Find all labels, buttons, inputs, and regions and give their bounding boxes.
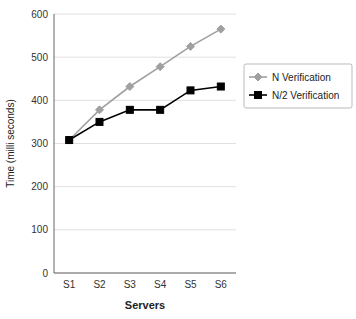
y-tick-label: 200	[31, 181, 48, 192]
grid-line	[54, 143, 236, 144]
point	[217, 83, 224, 90]
y-axis	[54, 14, 55, 273]
legend-box	[244, 64, 352, 108]
y-axis-label: Time (milli seconds)	[5, 99, 16, 188]
legend-label: N Verification	[272, 72, 331, 83]
legend-marker	[255, 92, 262, 99]
y-tick-label: 100	[31, 224, 48, 235]
grid-line	[54, 57, 236, 58]
legend-label: N/2 Verification	[272, 90, 339, 101]
series-line	[69, 29, 221, 140]
plot-marks	[65, 25, 225, 144]
y-tick-label: 500	[31, 52, 48, 63]
x-axis	[54, 273, 236, 274]
grid-line	[54, 229, 236, 230]
x-tick-label: S1	[63, 279, 76, 290]
grid-line	[54, 100, 236, 101]
y-tick-label: 0	[42, 268, 48, 279]
plot-area	[54, 14, 236, 273]
grid-line	[54, 186, 236, 187]
point	[217, 25, 225, 33]
point	[96, 106, 104, 114]
x-axis-label: Servers	[125, 299, 165, 311]
y-tick-label: 400	[31, 95, 48, 106]
point	[126, 106, 133, 113]
x-tick-label: S3	[124, 279, 137, 290]
point	[187, 42, 195, 50]
chart: 0 100 200 300 400 500 600 S1 S2 S3 S4 S5 S6 Servers Ti…	[0, 0, 356, 319]
point	[156, 63, 164, 71]
point	[187, 87, 194, 94]
legend-marker	[254, 73, 262, 81]
x-tick-label: S5	[184, 279, 197, 290]
x-tick-label: S2	[93, 279, 106, 290]
x-tick-label: S6	[215, 279, 228, 290]
y-tick-label: 600	[31, 9, 48, 20]
point	[66, 137, 73, 144]
point	[157, 106, 164, 113]
legend: N Verification N/2 Verification	[244, 64, 352, 108]
y-tick-label: 300	[31, 138, 48, 149]
x-tick-label: S4	[154, 279, 167, 290]
grid-line	[54, 273, 236, 274]
point	[65, 136, 73, 144]
series-line	[69, 87, 221, 141]
point	[96, 118, 103, 125]
grid-line	[54, 14, 236, 15]
point	[126, 83, 134, 91]
